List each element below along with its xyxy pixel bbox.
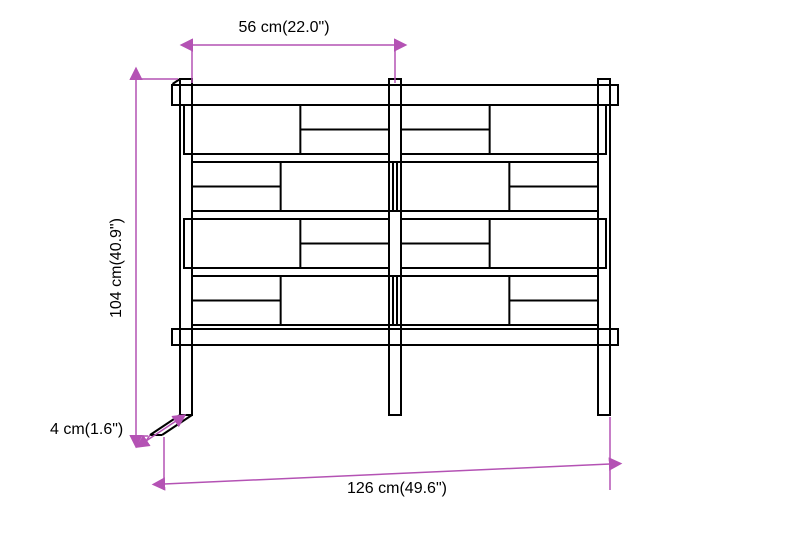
dim-label-top: 56 cm(22.0") [239,19,330,37]
dim-height-cm: 104 cm [108,265,125,317]
dim-width-in: (49.6") [399,480,446,497]
dim-label-width: 126 cm(49.6") [347,480,447,498]
diagram-stage: 56 cm(22.0") 104 cm(40.9") 126 cm(49.6")… [0,0,800,533]
dim-width-cm: 126 cm [347,480,399,497]
dim-top-cm: 56 cm [239,19,283,36]
dim-top-in: (22.0") [282,19,329,36]
dim-label-height: 104 cm(40.9") [108,218,126,318]
dim-depth-in: (1.6") [85,421,124,438]
dim-height-in: (40.9") [108,218,125,265]
dim-depth-cm: 4 cm [50,421,85,438]
dim-label-depth: 4 cm(1.6") [50,421,123,439]
